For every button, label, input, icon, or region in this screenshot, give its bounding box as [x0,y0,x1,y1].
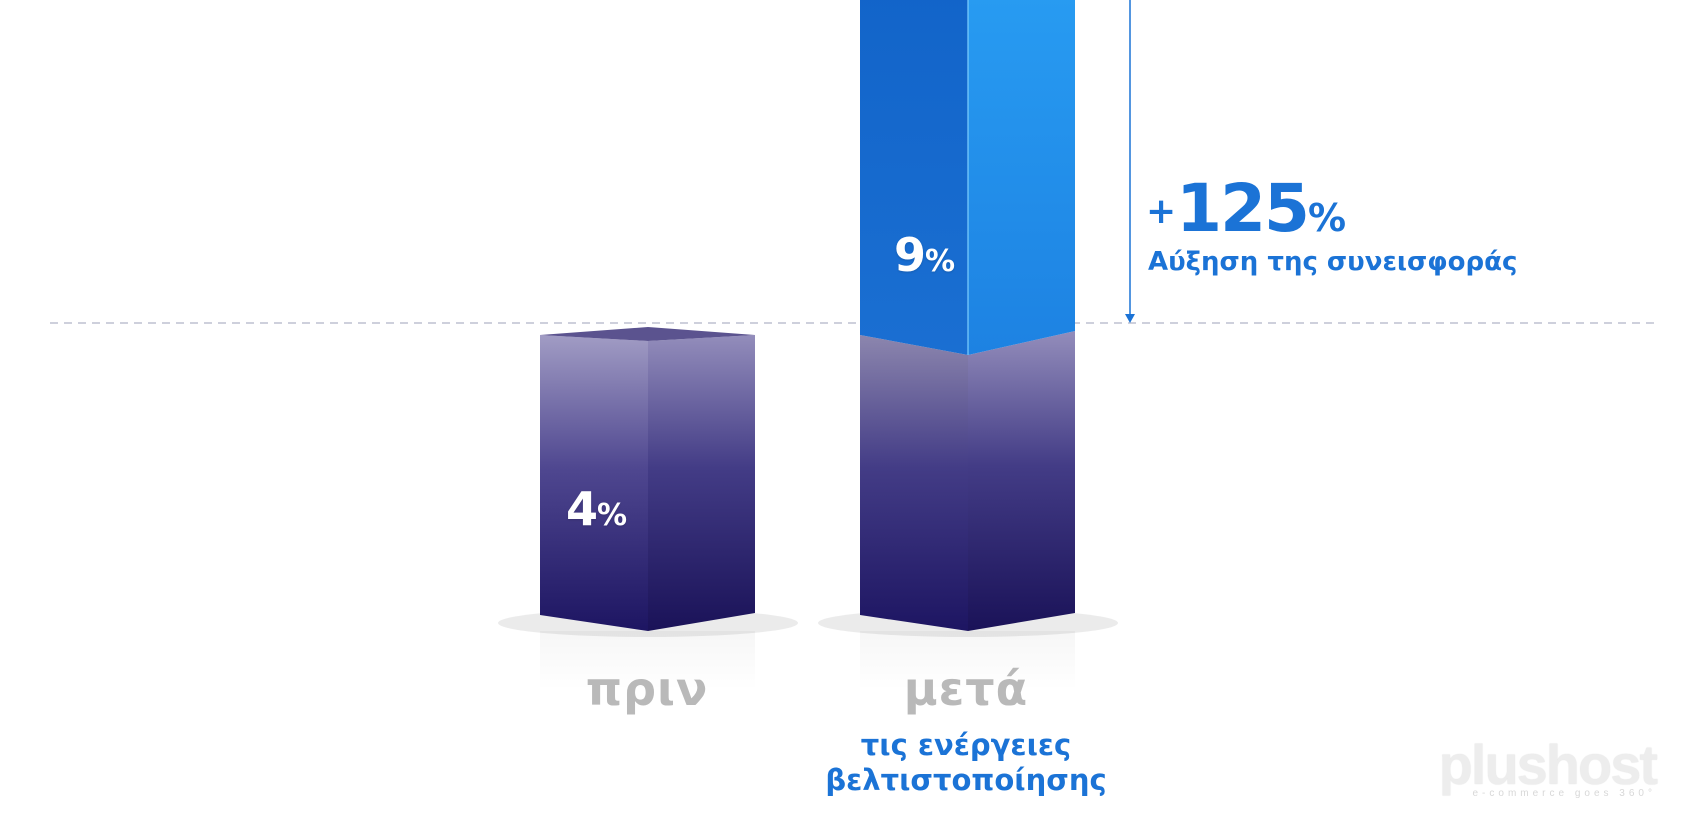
increase-value: 125 [1176,170,1310,247]
bar-after-gain-side-face [968,0,1075,355]
increase-bracket [1125,0,1135,323]
bracket-arrow-down [1125,314,1135,323]
category-label-before: πριν [585,662,709,716]
increase-annotation: +125% [1146,170,1346,247]
reference-lines [50,322,1660,324]
increase-unit: % [1307,196,1347,240]
bar-after-base-side-face [968,331,1075,631]
bar-before-value: 4 [566,482,598,536]
bar-before-top-face [540,327,755,341]
bar-before-front-face [540,335,648,631]
bar-reflection [860,631,1075,691]
category-subtitle-line-1: τις ενέργειες [860,728,1072,762]
bar-reflection [540,631,755,691]
gridlines [60,24,1630,631]
plushost-logo: plushost e-commerce goes 360° [1438,733,1658,800]
bar-after-base-front-face [860,335,968,631]
bar-before-value-label: 4% [566,482,627,536]
bar-after-value-label: 9% [894,228,955,282]
bar-after-value: 9 [894,228,926,282]
logo-wordmark: plushost [1438,733,1658,796]
bar-after-gain-front-face [860,0,968,355]
increase-sign: + [1146,191,1177,232]
bar-after-unit: % [925,244,956,279]
increase-caption: Αύξηση της συνεισφοράς [1148,247,1518,277]
bar-before-unit: % [597,498,628,533]
bar-before-side-face [648,335,755,631]
category-subtitle-line-2: βελτιστοποίησης [825,763,1107,797]
category-label-after: μετά [903,662,1029,716]
logo-tagline: e-commerce goes 360° [1472,788,1656,799]
category-subtitle-after: τις ενέργειες βελτιστοποίησης [796,728,1136,798]
bars [498,0,1118,691]
